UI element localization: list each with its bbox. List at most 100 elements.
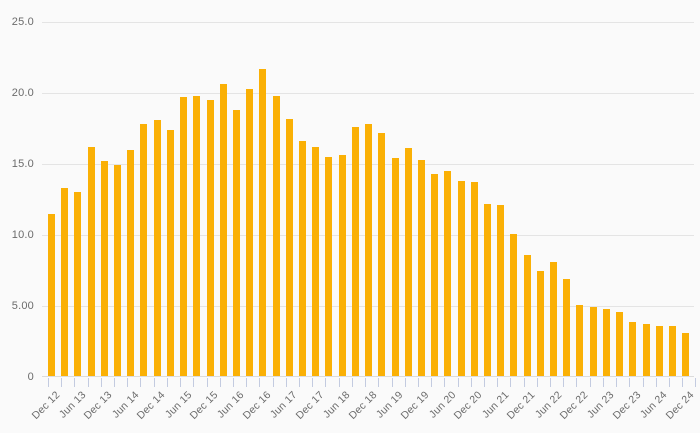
x-tick-minor: [510, 378, 512, 387]
bar[interactable]: [550, 261, 558, 377]
x-tick-label: Jun 20: [426, 389, 459, 421]
x-tick-minor: [219, 378, 221, 387]
x-tick-label: Jun 22: [532, 389, 565, 421]
x-tick: [153, 378, 155, 387]
bar[interactable]: [351, 127, 359, 377]
x-tick-minor: [61, 378, 63, 387]
x-tick-minor: [642, 378, 644, 387]
bar[interactable]: [668, 325, 676, 377]
bar[interactable]: [536, 270, 544, 377]
x-tick-label: Dec 13: [81, 389, 115, 422]
x-tick: [655, 378, 657, 387]
bar[interactable]: [180, 97, 188, 377]
x-tick-minor: [457, 378, 459, 387]
bar[interactable]: [338, 155, 346, 377]
bar[interactable]: [100, 161, 108, 377]
bar[interactable]: [391, 158, 399, 377]
bar[interactable]: [312, 146, 320, 377]
bar[interactable]: [523, 254, 531, 377]
bar[interactable]: [602, 308, 610, 377]
x-tick-minor: [246, 378, 248, 387]
bar[interactable]: [61, 188, 69, 377]
bar[interactable]: [193, 95, 201, 377]
bar[interactable]: [510, 233, 518, 377]
x-tick-label: Jun 15: [162, 389, 195, 421]
x-tick: [259, 378, 261, 387]
y-axis: 25.0 20.0 15.0 10.0 5.00 0: [0, 0, 42, 400]
bar[interactable]: [378, 132, 386, 377]
x-tick-minor: [325, 378, 327, 387]
x-tick-label: Dec 14: [134, 389, 168, 422]
bar[interactable]: [87, 146, 95, 377]
bar[interactable]: [470, 182, 478, 377]
bar[interactable]: [563, 279, 571, 377]
x-tick-label: Dec 19: [399, 389, 432, 422]
bar[interactable]: [206, 100, 214, 377]
x-tick-label: Dec 16: [240, 389, 274, 422]
bar[interactable]: [74, 192, 82, 377]
x-tick-label: Dec 21: [504, 389, 538, 422]
bar[interactable]: [259, 68, 267, 377]
x-tick: [682, 378, 684, 387]
bar[interactable]: [444, 171, 452, 377]
bar[interactable]: [114, 165, 122, 377]
x-tick: [180, 378, 182, 387]
x-tick-minor: [589, 378, 591, 387]
bar[interactable]: [655, 325, 663, 377]
axis-baseline: [42, 376, 694, 377]
bar[interactable]: [246, 88, 254, 377]
x-tick-minor: [87, 378, 89, 387]
bar[interactable]: [325, 156, 333, 377]
bar[interactable]: [272, 95, 280, 377]
x-tick-minor: [166, 378, 168, 387]
x-tick: [312, 378, 314, 387]
bar[interactable]: [166, 129, 174, 377]
bar[interactable]: [232, 110, 240, 377]
bar[interactable]: [365, 124, 373, 377]
bar[interactable]: [682, 332, 690, 377]
bar[interactable]: [417, 159, 425, 377]
bar[interactable]: [629, 321, 637, 377]
plot-area: [42, 22, 694, 377]
x-tick-label: Jun 16: [215, 389, 247, 421]
x-tick-label: Dec 24: [663, 389, 697, 422]
bar[interactable]: [127, 149, 135, 377]
bar[interactable]: [576, 304, 584, 377]
gridline: [42, 22, 694, 23]
x-tick-minor: [193, 378, 195, 387]
bar[interactable]: [48, 213, 55, 377]
bar[interactable]: [616, 311, 624, 377]
bar[interactable]: [153, 119, 161, 377]
bar[interactable]: [219, 84, 227, 377]
x-tick: [48, 378, 49, 387]
y-tick-label: 25.0: [11, 16, 34, 28]
bar[interactable]: [457, 181, 465, 377]
x-tick: [602, 378, 604, 387]
bar[interactable]: [431, 173, 439, 377]
gridline: [42, 93, 694, 94]
bar[interactable]: [404, 148, 412, 377]
x-tick-minor: [431, 378, 433, 387]
x-tick-label: Dec 15: [187, 389, 221, 422]
bar[interactable]: [483, 203, 491, 377]
x-tick: [285, 378, 287, 387]
x-tick: [206, 378, 208, 387]
x-tick: [127, 378, 129, 387]
bar[interactable]: [642, 324, 650, 377]
x-tick: [74, 378, 76, 387]
x-tick-label: Jun 13: [56, 389, 89, 421]
bar[interactable]: [140, 124, 148, 377]
x-tick: [391, 378, 393, 387]
bar[interactable]: [497, 205, 505, 377]
x-tick-minor: [668, 378, 670, 387]
bar[interactable]: [285, 118, 293, 377]
x-tick: [629, 378, 631, 387]
x-tick-label: Jun 17: [268, 389, 300, 421]
x-tick: [338, 378, 340, 387]
x-tick-label: Jun 24: [638, 389, 670, 421]
x-tick: [497, 378, 499, 387]
bar[interactable]: [299, 141, 307, 377]
bar[interactable]: [589, 307, 597, 377]
x-tick-label: Dec 17: [293, 389, 327, 422]
